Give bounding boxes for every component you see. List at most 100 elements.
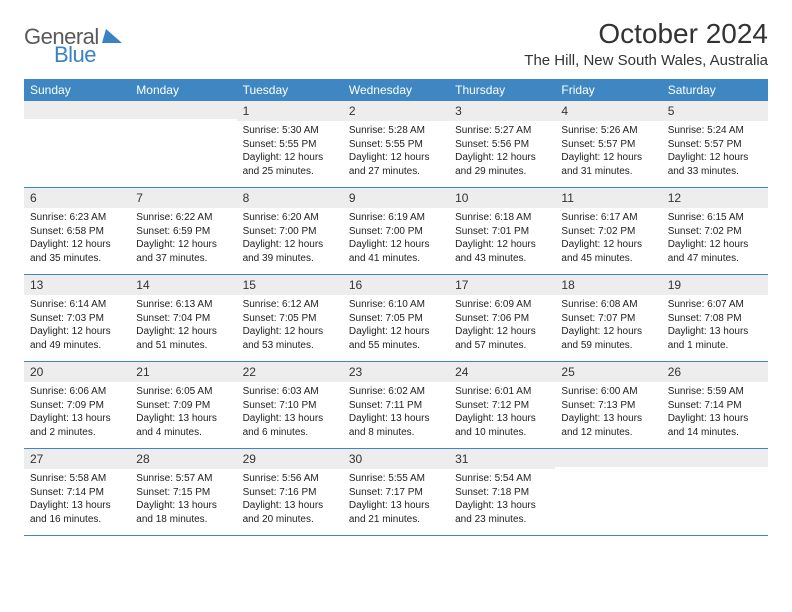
daylight-line: Daylight: 12 hours and 29 minutes. — [455, 151, 549, 178]
weekday-header: Wednesday — [343, 79, 449, 101]
sunset-line: Sunset: 7:04 PM — [136, 312, 230, 326]
day-body: Sunrise: 5:26 AMSunset: 5:57 PMDaylight:… — [555, 121, 661, 182]
day-number: 22 — [237, 362, 343, 382]
day-number: 14 — [130, 275, 236, 295]
daylight-line: Daylight: 12 hours and 27 minutes. — [349, 151, 443, 178]
day-number: 30 — [343, 449, 449, 469]
day-body: Sunrise: 6:00 AMSunset: 7:13 PMDaylight:… — [555, 382, 661, 443]
day-number: 11 — [555, 188, 661, 208]
day-cell: 1Sunrise: 5:30 AMSunset: 5:55 PMDaylight… — [237, 101, 343, 187]
sunset-line: Sunset: 7:00 PM — [349, 225, 443, 239]
daylight-line: Daylight: 12 hours and 53 minutes. — [243, 325, 337, 352]
day-cell-empty — [130, 101, 236, 187]
day-cell: 27Sunrise: 5:58 AMSunset: 7:14 PMDayligh… — [24, 449, 130, 535]
daylight-line: Daylight: 13 hours and 16 minutes. — [30, 499, 124, 526]
sunrise-line: Sunrise: 5:54 AM — [455, 472, 549, 486]
sunrise-line: Sunrise: 6:02 AM — [349, 385, 443, 399]
day-cell: 3Sunrise: 5:27 AMSunset: 5:56 PMDaylight… — [449, 101, 555, 187]
day-number: 15 — [237, 275, 343, 295]
sunrise-line: Sunrise: 6:01 AM — [455, 385, 549, 399]
day-cell: 5Sunrise: 5:24 AMSunset: 5:57 PMDaylight… — [662, 101, 768, 187]
sunrise-line: Sunrise: 6:07 AM — [668, 298, 762, 312]
sunrise-line: Sunrise: 5:30 AM — [243, 124, 337, 138]
day-cell: 30Sunrise: 5:55 AMSunset: 7:17 PMDayligh… — [343, 449, 449, 535]
day-body: Sunrise: 5:28 AMSunset: 5:55 PMDaylight:… — [343, 121, 449, 182]
daylight-line: Daylight: 13 hours and 12 minutes. — [561, 412, 655, 439]
month-title: October 2024 — [524, 18, 768, 50]
daylight-line: Daylight: 12 hours and 31 minutes. — [561, 151, 655, 178]
day-body: Sunrise: 5:55 AMSunset: 7:17 PMDaylight:… — [343, 469, 449, 530]
sunset-line: Sunset: 7:14 PM — [30, 486, 124, 500]
day-number: 28 — [130, 449, 236, 469]
day-cell: 4Sunrise: 5:26 AMSunset: 5:57 PMDaylight… — [555, 101, 661, 187]
sunset-line: Sunset: 7:05 PM — [349, 312, 443, 326]
sunrise-line: Sunrise: 5:56 AM — [243, 472, 337, 486]
sunset-line: Sunset: 7:00 PM — [243, 225, 337, 239]
day-number: 12 — [662, 188, 768, 208]
day-body: Sunrise: 6:10 AMSunset: 7:05 PMDaylight:… — [343, 295, 449, 356]
sunset-line: Sunset: 6:58 PM — [30, 225, 124, 239]
day-number: 5 — [662, 101, 768, 121]
sunrise-line: Sunrise: 6:08 AM — [561, 298, 655, 312]
sunset-line: Sunset: 7:06 PM — [455, 312, 549, 326]
day-cell: 26Sunrise: 5:59 AMSunset: 7:14 PMDayligh… — [662, 362, 768, 448]
weekday-header: Tuesday — [237, 79, 343, 101]
day-cell: 21Sunrise: 6:05 AMSunset: 7:09 PMDayligh… — [130, 362, 236, 448]
day-number: 9 — [343, 188, 449, 208]
day-cell: 8Sunrise: 6:20 AMSunset: 7:00 PMDaylight… — [237, 188, 343, 274]
sunset-line: Sunset: 5:57 PM — [668, 138, 762, 152]
day-number: 8 — [237, 188, 343, 208]
day-number: 20 — [24, 362, 130, 382]
sunrise-line: Sunrise: 6:00 AM — [561, 385, 655, 399]
day-number — [130, 101, 236, 119]
sunrise-line: Sunrise: 6:09 AM — [455, 298, 549, 312]
day-body: Sunrise: 5:24 AMSunset: 5:57 PMDaylight:… — [662, 121, 768, 182]
day-number: 7 — [130, 188, 236, 208]
daylight-line: Daylight: 13 hours and 18 minutes. — [136, 499, 230, 526]
logo-text-blue: Blue — [54, 42, 96, 67]
daylight-line: Daylight: 13 hours and 23 minutes. — [455, 499, 549, 526]
sunrise-line: Sunrise: 6:10 AM — [349, 298, 443, 312]
day-cell: 22Sunrise: 6:03 AMSunset: 7:10 PMDayligh… — [237, 362, 343, 448]
day-body: Sunrise: 5:56 AMSunset: 7:16 PMDaylight:… — [237, 469, 343, 530]
daylight-line: Daylight: 12 hours and 37 minutes. — [136, 238, 230, 265]
daylight-line: Daylight: 12 hours and 35 minutes. — [30, 238, 124, 265]
sunset-line: Sunset: 7:15 PM — [136, 486, 230, 500]
sunrise-line: Sunrise: 6:05 AM — [136, 385, 230, 399]
day-body: Sunrise: 6:23 AMSunset: 6:58 PMDaylight:… — [24, 208, 130, 269]
day-cell: 29Sunrise: 5:56 AMSunset: 7:16 PMDayligh… — [237, 449, 343, 535]
daylight-line: Daylight: 13 hours and 4 minutes. — [136, 412, 230, 439]
weekday-header: Saturday — [662, 79, 768, 101]
header: General October 2024 The Hill, New South… — [24, 18, 768, 69]
week-row: 20Sunrise: 6:06 AMSunset: 7:09 PMDayligh… — [24, 362, 768, 449]
week-row: 13Sunrise: 6:14 AMSunset: 7:03 PMDayligh… — [24, 275, 768, 362]
day-number: 29 — [237, 449, 343, 469]
weekday-header: Sunday — [24, 79, 130, 101]
day-number: 4 — [555, 101, 661, 121]
sunset-line: Sunset: 7:16 PM — [243, 486, 337, 500]
sunrise-line: Sunrise: 6:20 AM — [243, 211, 337, 225]
day-number: 27 — [24, 449, 130, 469]
week-row: 1Sunrise: 5:30 AMSunset: 5:55 PMDaylight… — [24, 101, 768, 188]
logo-blue-wrap: Blue — [54, 42, 96, 68]
day-cell: 9Sunrise: 6:19 AMSunset: 7:00 PMDaylight… — [343, 188, 449, 274]
day-cell: 19Sunrise: 6:07 AMSunset: 7:08 PMDayligh… — [662, 275, 768, 361]
day-number — [662, 449, 768, 467]
day-cell: 16Sunrise: 6:10 AMSunset: 7:05 PMDayligh… — [343, 275, 449, 361]
day-cell: 17Sunrise: 6:09 AMSunset: 7:06 PMDayligh… — [449, 275, 555, 361]
calendar-grid: SundayMondayTuesdayWednesdayThursdayFrid… — [24, 79, 768, 536]
daylight-line: Daylight: 13 hours and 14 minutes. — [668, 412, 762, 439]
day-body: Sunrise: 6:15 AMSunset: 7:02 PMDaylight:… — [662, 208, 768, 269]
day-body: Sunrise: 6:07 AMSunset: 7:08 PMDaylight:… — [662, 295, 768, 356]
day-body: Sunrise: 6:12 AMSunset: 7:05 PMDaylight:… — [237, 295, 343, 356]
daylight-line: Daylight: 13 hours and 2 minutes. — [30, 412, 124, 439]
day-cell: 20Sunrise: 6:06 AMSunset: 7:09 PMDayligh… — [24, 362, 130, 448]
sunset-line: Sunset: 5:57 PM — [561, 138, 655, 152]
day-body: Sunrise: 6:18 AMSunset: 7:01 PMDaylight:… — [449, 208, 555, 269]
daylight-line: Daylight: 13 hours and 20 minutes. — [243, 499, 337, 526]
day-body: Sunrise: 6:13 AMSunset: 7:04 PMDaylight:… — [130, 295, 236, 356]
day-number: 2 — [343, 101, 449, 121]
daylight-line: Daylight: 13 hours and 8 minutes. — [349, 412, 443, 439]
sunrise-line: Sunrise: 6:19 AM — [349, 211, 443, 225]
day-number — [24, 101, 130, 119]
